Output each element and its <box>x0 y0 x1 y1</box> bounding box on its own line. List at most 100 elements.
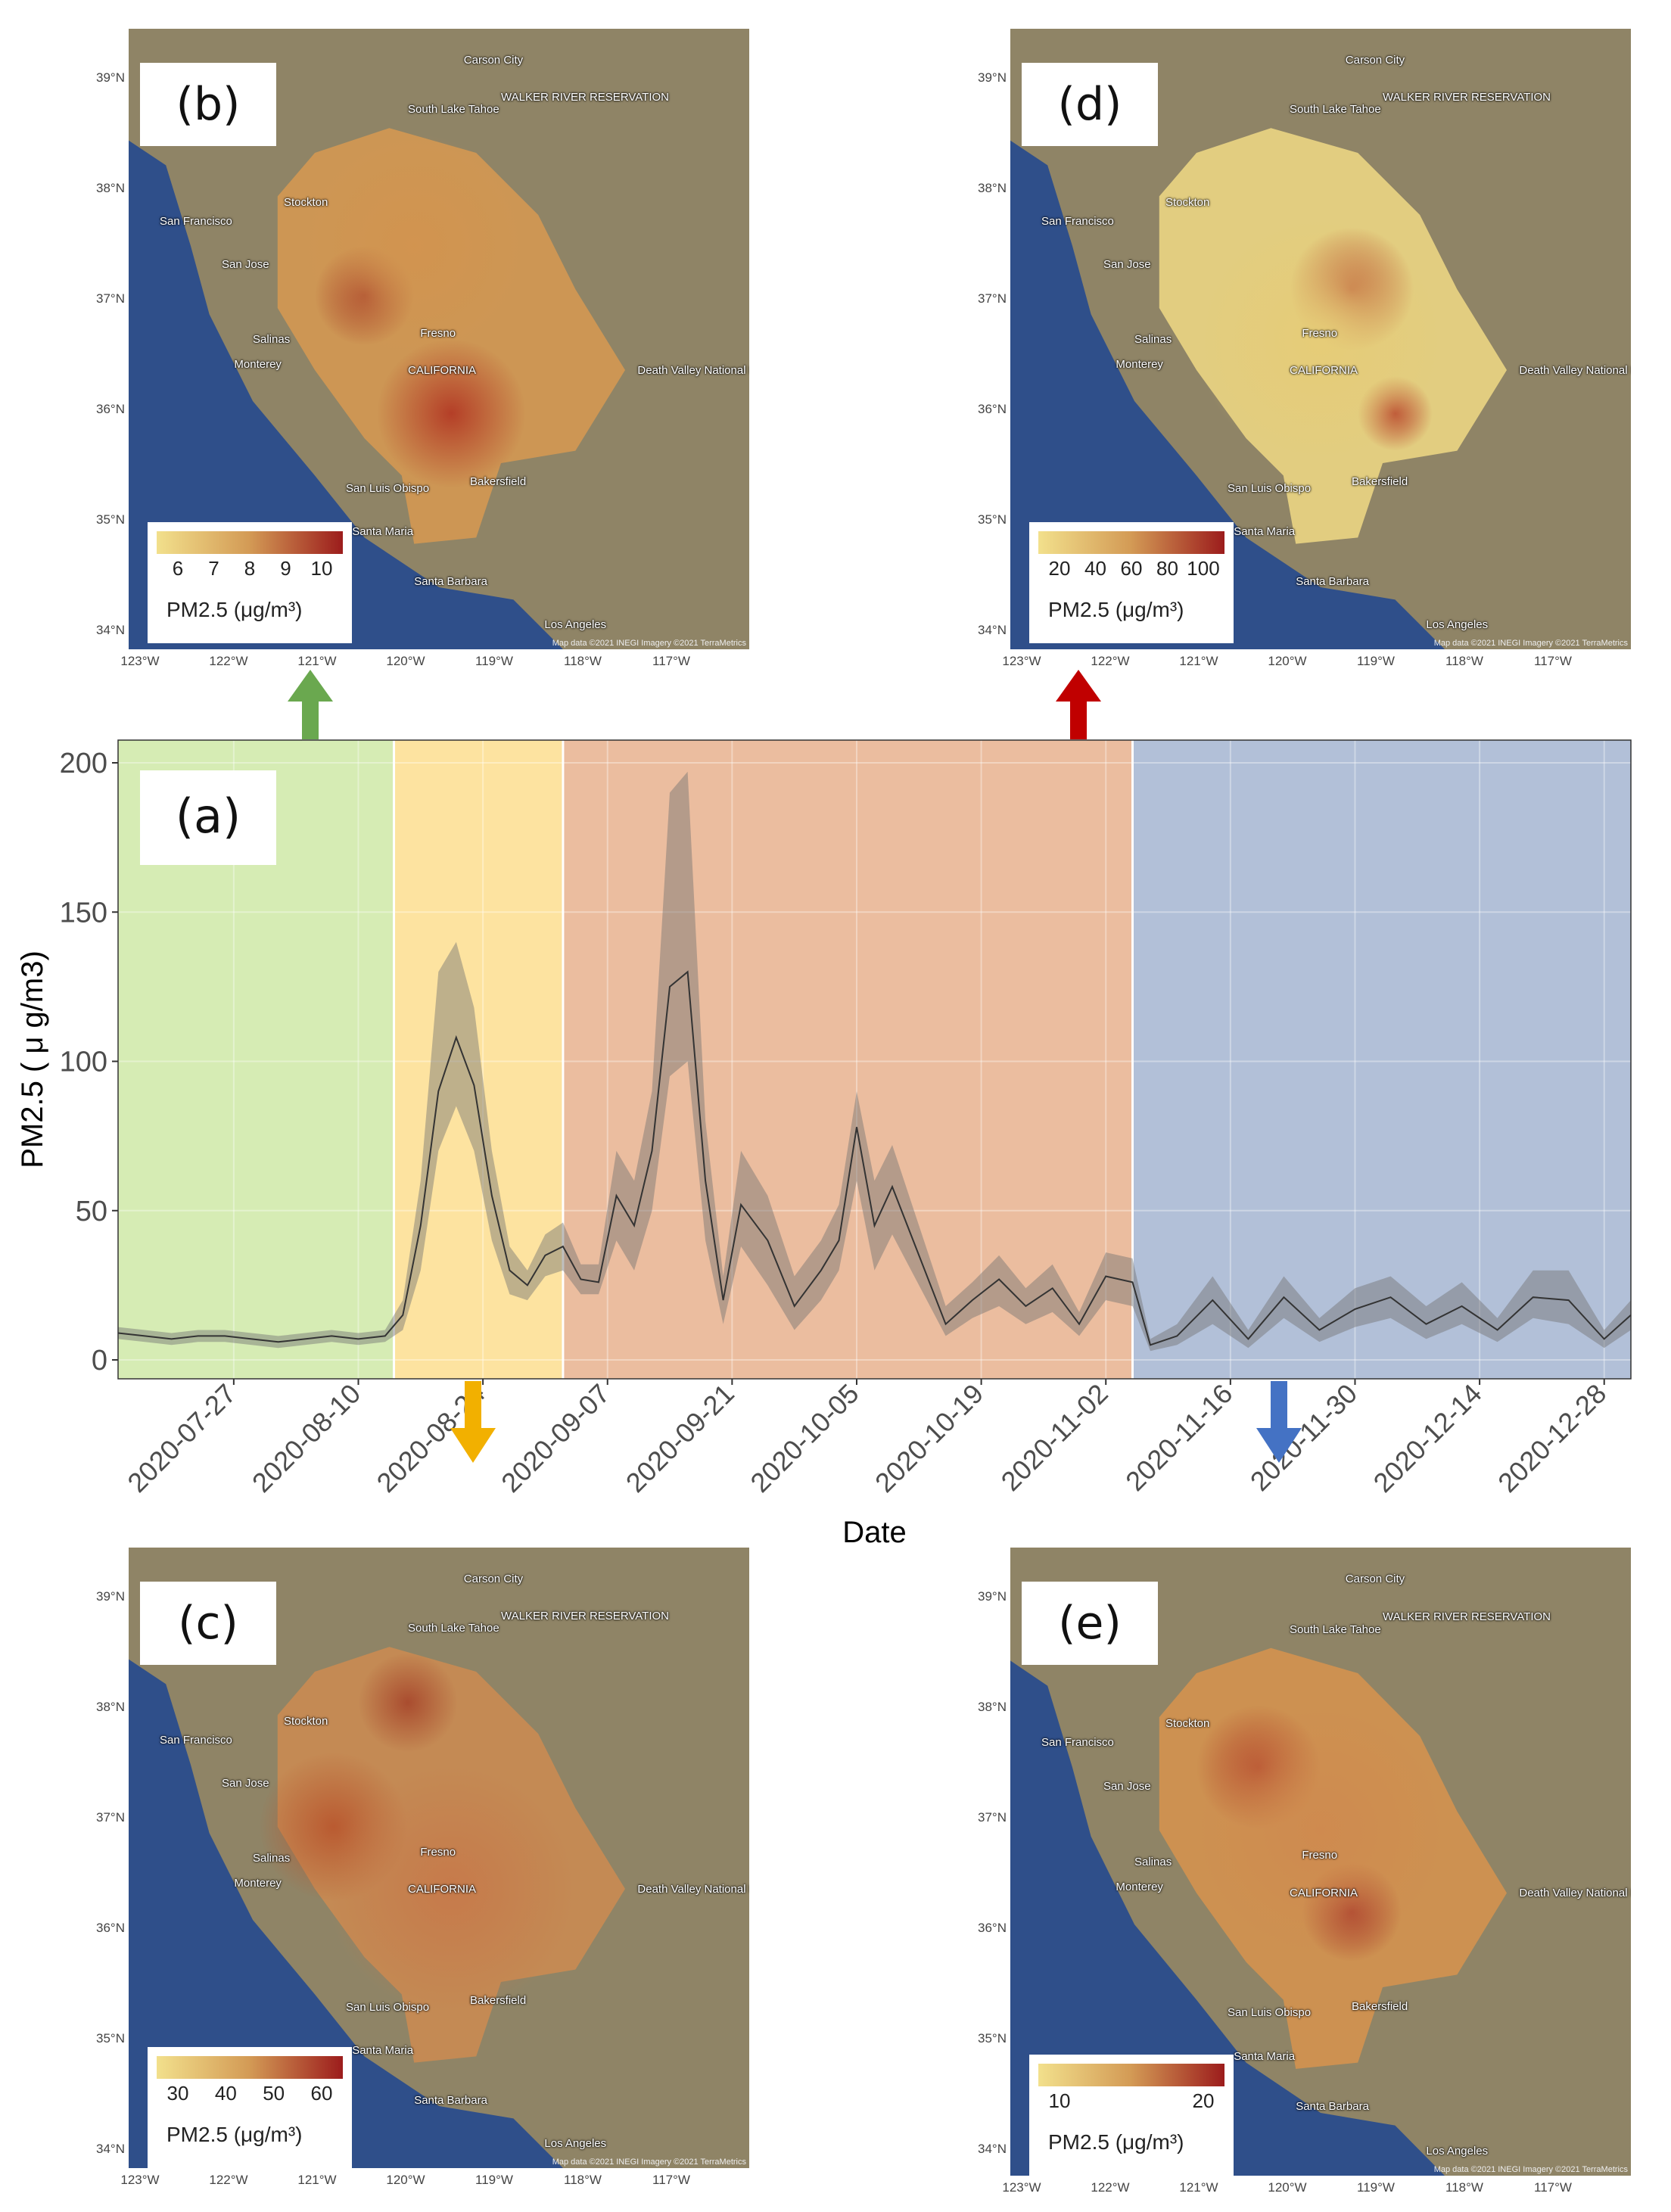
place-label: Stockton <box>1165 1717 1210 1731</box>
place-label: San Luis Obispo <box>1228 481 1312 495</box>
colorbar-tick: 7 <box>208 557 219 580</box>
colorbar-tick: 80 <box>1156 557 1178 580</box>
place-label: Stockton <box>284 196 328 210</box>
map-lon-tick: 121°W <box>1179 2180 1218 2195</box>
colorbar-tick: 30 <box>166 2082 189 2105</box>
place-label: Death Valley National Park <box>1519 363 1631 377</box>
colorbar-tick: 10 <box>1048 2089 1071 2112</box>
pm25-hotspot <box>302 134 526 358</box>
colorbar-legend-e: 10 20 PM2.5 (μg/m³) <box>1029 2055 1234 2176</box>
place-label: Los Angeles <box>544 2137 607 2150</box>
map-lat-tick: 39°N <box>978 1589 1007 1604</box>
map-lat-tick: 39°N <box>978 70 1007 85</box>
map-lon-tick: 121°W <box>1179 654 1218 668</box>
map-lat-tick: 35°N <box>96 512 125 527</box>
place-label: CALIFORNIA <box>408 363 477 377</box>
place-label: San Francisco <box>1041 1736 1114 1749</box>
ocean-area <box>129 1659 563 2168</box>
map-lon-tick: 121°W <box>297 654 337 668</box>
place-label: WALKER RIVER RESERVATION <box>501 91 669 104</box>
colorbar-title: PM2.5 (μg/m³) <box>1048 598 1184 621</box>
pm25-hotspot <box>327 1765 576 2013</box>
map-lon-tick: 119°W <box>475 654 513 668</box>
colorbar-tick: 60 <box>1120 557 1143 580</box>
map-attribution: Map data ©2021 INEGI Imagery ©2021 Terra… <box>552 639 746 648</box>
map-lat-tick: 37°N <box>96 1810 125 1825</box>
map-lon-tick: 118°W <box>564 654 602 668</box>
map-image-d: Carson City South Lake Tahoe WALKER RIVER … <box>1010 29 1631 649</box>
map-lat-tick: 39°N <box>96 1589 125 1604</box>
period-shading <box>562 740 1133 1379</box>
map-lon-tick: 122°W <box>1091 2180 1130 2195</box>
map-lat-tick: 36°N <box>96 402 125 416</box>
place-label: CALIFORNIA <box>408 1882 477 1896</box>
map-lat-tick: 37°N <box>978 291 1007 306</box>
colorbar-title: PM2.5 (μg/m³) <box>1048 2130 1184 2154</box>
place-label: Death Valley National Park <box>1519 1887 1631 1900</box>
map-lat-tick: 34°N <box>978 2142 1007 2156</box>
x-axis-title: Date <box>842 1516 907 1549</box>
place-label: Santa Barbara <box>1296 2100 1369 2114</box>
place-label: Death Valley National Park <box>637 1882 749 1896</box>
y-axis-title: PM2.5 ( μ g/m3) <box>16 950 49 1168</box>
y-tick-label: 150 <box>60 897 107 929</box>
place-label: San Jose <box>222 258 269 272</box>
place-label: San Luis Obispo <box>346 2000 430 2014</box>
panel-label-a: (a) <box>176 789 241 844</box>
colorbar-tick: 6 <box>172 557 184 580</box>
colorbar-title: PM2.5 (μg/m³) <box>166 598 303 621</box>
place-label: Santa Barbara <box>1296 574 1369 588</box>
x-tick-label: 2020-11-16 <box>1119 1378 1238 1497</box>
place-label: San Luis Obispo <box>1228 2005 1312 2019</box>
y-tick-label: 200 <box>60 748 107 779</box>
colorbar-title: PM2.5 (μg/m³) <box>166 2123 303 2146</box>
place-label: Salinas <box>253 1851 291 1865</box>
map-lon-tick: 120°W <box>1268 654 1307 668</box>
map-attribution: Map data ©2021 INEGI Imagery ©2021 Terra… <box>1433 2165 1628 2174</box>
pm25-hotspot <box>377 339 526 488</box>
y-tick-label: 50 <box>76 1196 107 1227</box>
x-tick-label: 2020-10-05 <box>744 1378 864 1498</box>
colorbar-legend-b: 6 7 8 9 10 PM2.5 (μg/m³) <box>148 522 352 643</box>
place-label: Santa Maria <box>352 525 414 538</box>
place-label: Monterey <box>234 1876 282 1890</box>
place-label: Salinas <box>1134 1855 1172 1868</box>
map-lat-tick: 38°N <box>978 1700 1007 1714</box>
map-lon-tick: 123°W <box>1002 654 1041 668</box>
plot-border <box>117 739 1632 1380</box>
map-lon-tick: 119°W <box>1357 654 1395 668</box>
x-tick-label: 2020-09-21 <box>620 1378 740 1498</box>
place-label: Los Angeles <box>1426 2144 1489 2158</box>
map-lat-tick: 39°N <box>96 70 125 85</box>
arrow-down-icon <box>1256 1381 1302 1463</box>
panel-label-c: (c) <box>140 1582 276 1665</box>
panel-label-b: (b) <box>140 63 276 146</box>
colorbar-tick: 40 <box>214 2082 237 2105</box>
place-label: CALIFORNIA <box>1290 363 1358 377</box>
colorbar-gradient <box>1038 531 1224 554</box>
colorbar-gradient <box>157 531 343 554</box>
place-label: Fresno <box>1302 326 1338 340</box>
confidence-band <box>118 771 1631 1352</box>
place-label: Fresno <box>420 1845 456 1859</box>
map-lat-tick: 34°N <box>978 623 1007 637</box>
x-tick-label: 2020-12-28 <box>1492 1378 1612 1498</box>
place-label: Bakersfield <box>1352 475 1408 489</box>
arrow-up-icon <box>1056 670 1101 739</box>
map-lat-tick: 38°N <box>96 1700 125 1714</box>
place-label: Santa Maria <box>352 2044 414 2057</box>
colorbar-tick: 9 <box>280 557 291 580</box>
place-label: Carson City <box>1345 1573 1405 1586</box>
map-lon-tick: 118°W <box>1445 2180 1483 2195</box>
panel-label-box-a <box>140 770 276 865</box>
place-label: San Luis Obispo <box>346 481 430 495</box>
place-label: Bakersfield <box>470 1994 527 2008</box>
map-lon-tick: 123°W <box>120 2173 160 2187</box>
arrow-down-icon <box>450 1381 496 1463</box>
colorbar-legend-c: 30 40 50 60 PM2.5 (μg/m³) <box>148 2047 352 2168</box>
series-line <box>117 970 1632 1346</box>
place-label: Bakersfield <box>1352 1999 1408 2013</box>
place-label: WALKER RIVER RESERVATION <box>1383 91 1551 104</box>
colorbar-tick: 8 <box>244 557 256 580</box>
